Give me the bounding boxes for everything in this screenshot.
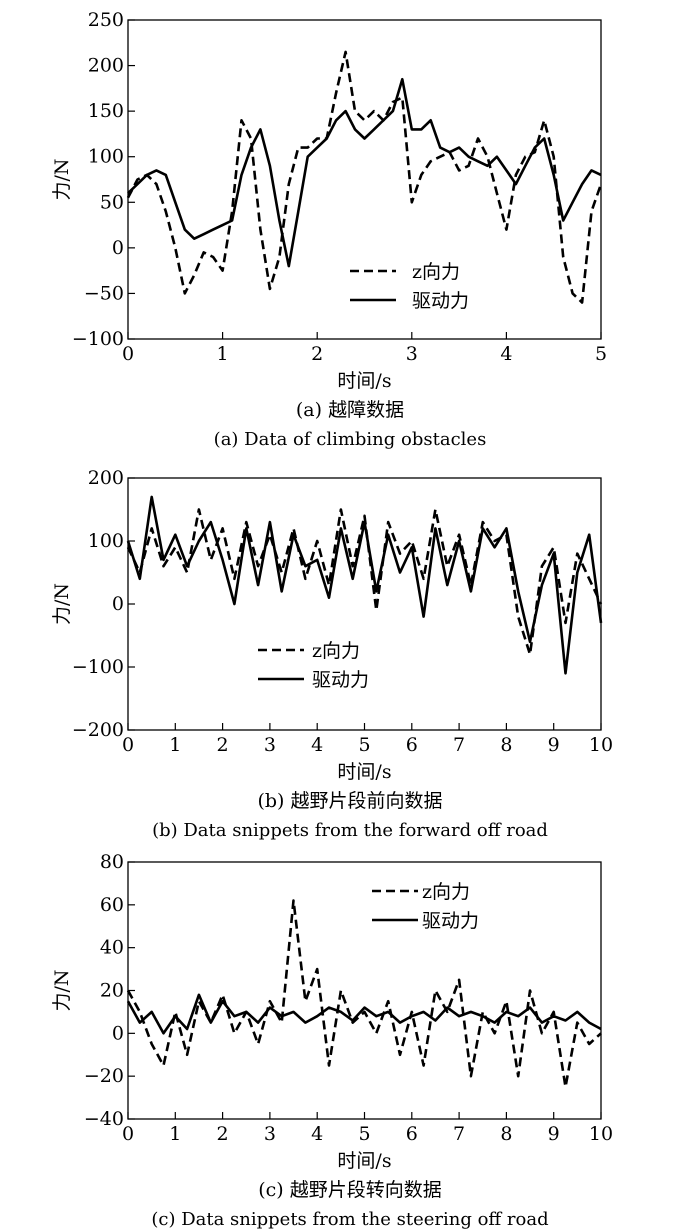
chart-a-x-tick-label: 4 <box>500 343 512 365</box>
chart-b-y-tick-label: 200 <box>88 467 124 489</box>
chart-c-y-tick-label: 20 <box>100 980 124 1002</box>
chart-c-caption-en: (c) Data snippets from the steering off … <box>151 1209 548 1230</box>
chart-a-series-drive-force-line <box>127 77 602 268</box>
chart-c-x-axis-label: 时间/s <box>337 1150 391 1172</box>
chart-b-caption-en: (b) Data snippets from the forward off r… <box>152 820 548 841</box>
chart-c-x-tick-label: 3 <box>264 1123 276 1145</box>
chart-a-x-tick-label: 5 <box>595 343 607 365</box>
chart-b-legend-label: 驱动力 <box>312 669 369 691</box>
chart-a-plot-frame <box>127 19 602 340</box>
chart-a-y-tick-label: 150 <box>88 100 124 122</box>
chart-c-y-tick-label: 40 <box>100 937 124 959</box>
chart-b-y-tick-label: −200 <box>72 719 124 741</box>
panel-c: 0 1 2 3 4 5 6 7 8 9 10 −40 −20 0 20 40 60 80 时间/s 力/N (c) 越野… <box>51 851 613 1230</box>
chart-c-y-tick-label: 80 <box>100 851 124 873</box>
chart-c-legend-label: 驱动力 <box>422 910 479 932</box>
chart-c-x-tick-label: 1 <box>169 1123 181 1145</box>
chart-c-y-tick-label: 0 <box>112 1022 124 1044</box>
chart-c-y-tick-label: −40 <box>84 1108 124 1130</box>
panel-b: 0 1 2 3 4 5 6 7 8 9 10 −200 −100 0 100 200 时间/s 力/N (b) 越野… <box>51 467 613 841</box>
chart-a-caption-en: (a) Data of climbing obstacles <box>214 429 487 450</box>
chart-b-x-tick-label: 5 <box>358 734 370 756</box>
chart-b-x-tick-label: 3 <box>264 734 276 756</box>
chart-b-x-tick-label: 9 <box>548 734 560 756</box>
chart-a-caption-cn: (a) 越障数据 <box>296 399 404 421</box>
chart-b-y-axis-label: 力/N <box>51 583 73 625</box>
chart-a-legend-label: 驱动力 <box>412 290 469 312</box>
chart-c-caption-cn: (c) 越野片段转向数据 <box>258 1179 442 1201</box>
chart-b-x-axis-label: 时间/s <box>337 761 391 783</box>
chart-a-y-tick-label: −50 <box>84 282 124 304</box>
chart-b-x-tick-label: 8 <box>500 734 512 756</box>
chart-b-y-tick-label: 100 <box>88 530 124 552</box>
chart-a-y-tick-label: 50 <box>100 191 124 213</box>
chart-c-x-tick-label: 4 <box>311 1123 323 1145</box>
chart-b-y-tick-label: −100 <box>72 656 124 678</box>
chart-c-legend-label: z向力 <box>422 881 470 903</box>
chart-c-y-axis-label: 力/N <box>51 969 73 1011</box>
chart-b-y-tick-label: 0 <box>112 593 124 615</box>
chart-a-x-tick-label: 2 <box>311 343 323 365</box>
chart-c-x-tick-label: 6 <box>406 1123 418 1145</box>
chart-a-x-axis-label: 时间/s <box>337 370 391 392</box>
chart-b-x-tick-label: 1 <box>169 734 181 756</box>
chart-c-x-tick-label: 9 <box>548 1123 560 1145</box>
panel-a: 0 1 2 3 4 5 −100 −50 0 50 100 150 200 250 时间/s 力/N (a) 越… <box>51 9 607 450</box>
chart-a-x-tick-label: 1 <box>217 343 229 365</box>
chart-a-y-tick-label: −100 <box>72 328 124 350</box>
chart-a-y-tick-label: 100 <box>88 146 124 168</box>
chart-b-series-z-force-line <box>126 508 603 656</box>
chart-a-x-tick-label: 3 <box>406 343 418 365</box>
chart-c-series-drive-force-line <box>126 993 602 1035</box>
chart-a-y-tick-label: 250 <box>88 9 124 31</box>
chart-c-y-tick-label: 60 <box>100 894 124 916</box>
chart-b-x-tick-label: 7 <box>453 734 465 756</box>
chart-b-x-tick-label: 2 <box>217 734 229 756</box>
chart-b-x-tick-label: 0 <box>122 734 134 756</box>
chart-b-caption-cn: (b) 越野片段前向数据 <box>257 790 442 812</box>
chart-c-x-tick-label: 8 <box>500 1123 512 1145</box>
chart-a-series-z-force-line <box>126 50 603 304</box>
chart-c-x-tick-label: 2 <box>217 1123 229 1145</box>
chart-a-y-tick-label: 0 <box>112 237 124 259</box>
chart-a-x-tick-label: 0 <box>122 343 134 365</box>
chart-c-y-tick-label: −20 <box>84 1065 124 1087</box>
chart-c-x-tick-label: 5 <box>358 1123 370 1145</box>
chart-a-y-tick-label: 200 <box>88 55 124 77</box>
chart-c-x-tick-label: 7 <box>453 1123 465 1145</box>
chart-b-x-tick-label: 4 <box>311 734 323 756</box>
chart-c-x-tick-label: 10 <box>589 1123 613 1145</box>
chart-b-legend-label: z向力 <box>312 640 360 662</box>
chart-b-x-tick-label: 6 <box>406 734 418 756</box>
chart-a-y-axis-label: 力/N <box>51 158 73 200</box>
chart-a-legend-label: z向力 <box>412 261 460 283</box>
chart-b-series-drive-force-line <box>126 495 603 675</box>
chart-c-x-tick-label: 0 <box>122 1123 134 1145</box>
chart-b-x-tick-label: 10 <box>589 734 613 756</box>
